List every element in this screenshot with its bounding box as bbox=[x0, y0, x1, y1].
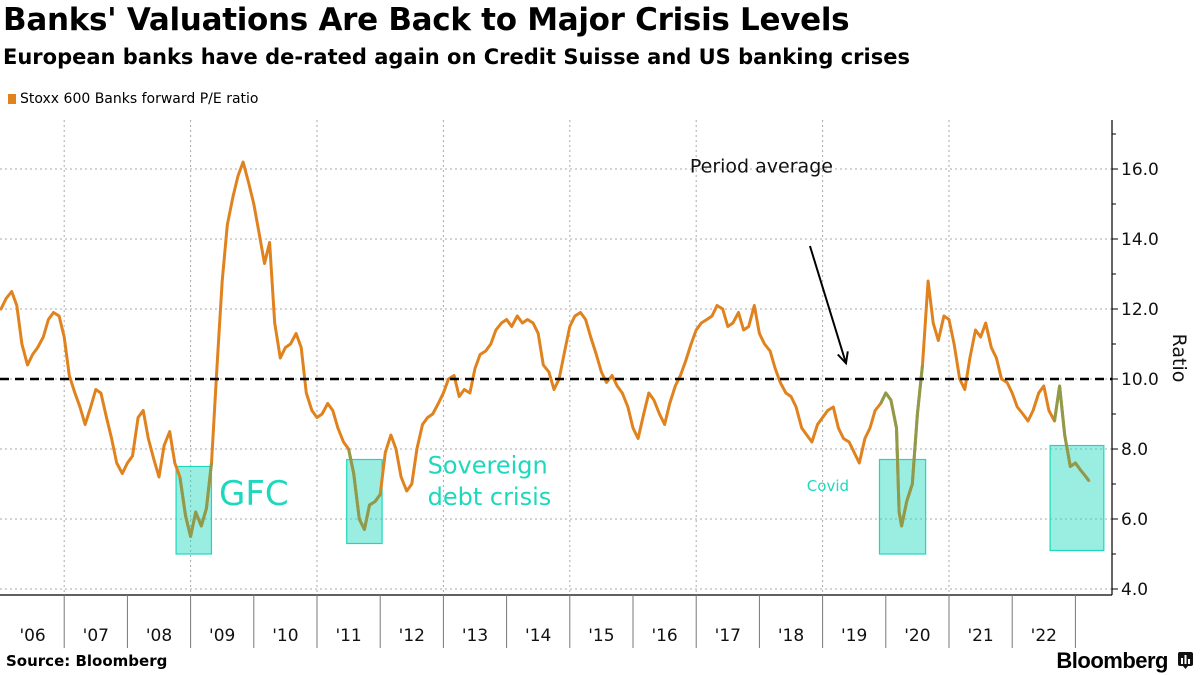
annotation-debt-crisis: debt crisis bbox=[428, 483, 552, 511]
series-line-highlighted bbox=[178, 462, 213, 538]
y-tick-label: 14.0 bbox=[1121, 230, 1159, 250]
x-tick-label: '18 bbox=[778, 626, 804, 646]
annotation-sovereign: Sovereign bbox=[428, 452, 548, 480]
x-tick-label: '06 bbox=[19, 626, 45, 646]
y-tick-label: 10.0 bbox=[1121, 370, 1159, 390]
x-tick-label: '12 bbox=[399, 626, 425, 646]
x-tick-label: '21 bbox=[967, 626, 993, 646]
chart-title: Banks' Valuations Are Back to Major Cris… bbox=[3, 2, 850, 38]
highlight-boxes bbox=[175, 444, 1105, 555]
x-tick-label: '09 bbox=[209, 626, 235, 646]
x-tick-label: '08 bbox=[146, 626, 172, 646]
x-tick-label: '07 bbox=[83, 626, 109, 646]
x-tick-label: '20 bbox=[904, 626, 930, 646]
x-tick-label: '15 bbox=[588, 626, 614, 646]
y-tick-label: 16.0 bbox=[1121, 160, 1159, 180]
x-tick-label: '14 bbox=[525, 626, 551, 646]
axes: 4.0 6.0 8.0 10.0 12.0 14.0 16.0 Ratio '06 '07 '08 '… bbox=[0, 120, 1190, 648]
y-tick-label: 8.0 bbox=[1121, 440, 1148, 460]
series-line-highlighted bbox=[879, 364, 924, 528]
bloomberg-terminal-icon bbox=[1178, 652, 1193, 669]
bloomberg-logo: Bloomberg bbox=[1056, 648, 1168, 673]
chart-subtitle: European banks have de-rated again on Cr… bbox=[3, 45, 910, 69]
source-label: Source: Bloomberg bbox=[6, 652, 168, 670]
series-line-highlighted bbox=[347, 448, 382, 531]
x-tick-label: '11 bbox=[335, 626, 361, 646]
x-tick-label: '13 bbox=[462, 626, 488, 646]
series-line-highlighted bbox=[1053, 384, 1090, 482]
highlight-box-3 bbox=[878, 458, 927, 555]
arrow-shaft bbox=[809, 245, 847, 364]
x-tick-label: '22 bbox=[1031, 626, 1057, 646]
legend-label: Stoxx 600 Banks forward P/E ratio bbox=[20, 91, 259, 107]
y-axis-title: Ratio bbox=[1168, 334, 1190, 383]
annotation-gfc: GFC bbox=[219, 474, 289, 514]
series-layer bbox=[0, 160, 1091, 538]
x-tick-label: '10 bbox=[272, 626, 298, 646]
annotations: GFC Sovereign debt crisis Covid Period avera… bbox=[219, 156, 849, 515]
highlight-box-4 bbox=[1049, 444, 1105, 552]
legend: Stoxx 600 Banks forward P/E ratio bbox=[8, 91, 258, 107]
x-tick-label: '19 bbox=[841, 626, 867, 646]
y-tick-label: 6.0 bbox=[1121, 510, 1148, 530]
gridlines bbox=[0, 120, 1112, 595]
period-average-label: Period average bbox=[690, 156, 833, 178]
arrow-head-icon bbox=[837, 351, 849, 366]
x-tick-label: '17 bbox=[715, 626, 741, 646]
y-tick-label: 12.0 bbox=[1121, 300, 1159, 320]
annotation-covid: Covid bbox=[807, 477, 849, 495]
x-tick-label: '16 bbox=[651, 626, 677, 646]
y-tick-label: 4.0 bbox=[1121, 580, 1148, 600]
legend-swatch bbox=[8, 94, 16, 104]
